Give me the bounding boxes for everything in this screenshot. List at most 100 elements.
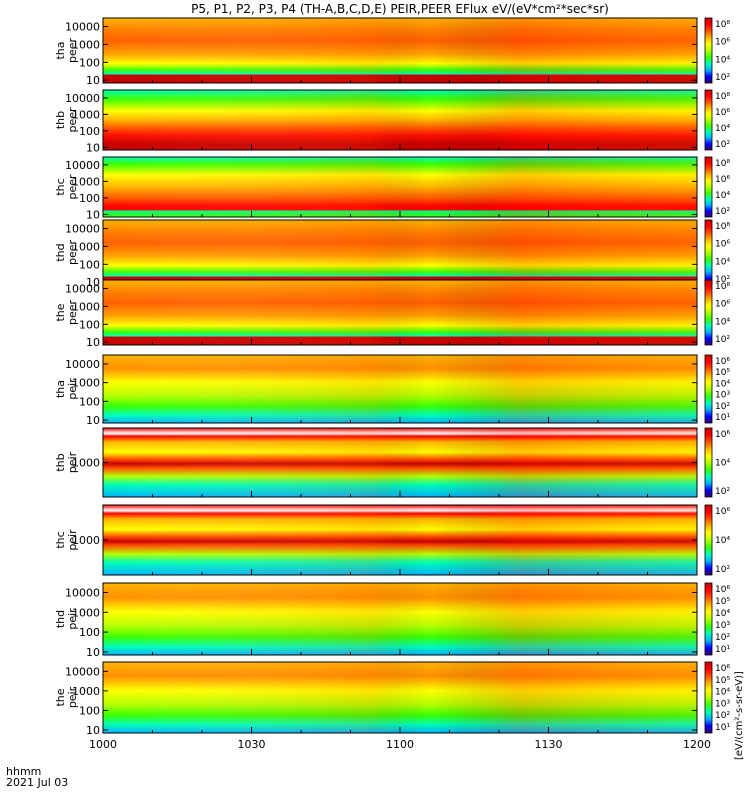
y-tick-label-tha-peir: 100 bbox=[79, 395, 100, 408]
colorbar-tick-label-thc-peer: 10⁶ bbox=[715, 175, 730, 185]
x-tick-label: 1000 bbox=[89, 738, 117, 751]
colorbar-tick-label-the-peer: 10⁸ bbox=[715, 282, 730, 292]
x-footer-hhmm: hhmm bbox=[6, 765, 41, 778]
colorbar-the-peir bbox=[704, 661, 713, 734]
colorbar-tick-label-tha-peir: 10⁴ bbox=[715, 379, 730, 389]
y-axis-label-line: tha bbox=[54, 41, 67, 59]
colorbar-tick-label-tha-peir: 10⁶ bbox=[715, 357, 730, 367]
colorbar-thb-peer bbox=[704, 89, 713, 151]
colorbar-tick-label-the-peir: 10⁶ bbox=[715, 664, 730, 674]
colorbar-tick-label-thc-peer: 10⁸ bbox=[715, 159, 730, 169]
colorbar-tick-label-thd-peer: 10⁶ bbox=[715, 240, 730, 250]
y-axis-label-thc-peir: thcpeir bbox=[54, 529, 79, 551]
y-axis-label-line: peer bbox=[66, 240, 79, 266]
y-tick-label-the-peer: 100 bbox=[79, 318, 100, 331]
colorbar-tick-label-thc-peer: 10⁴ bbox=[715, 191, 730, 201]
y-tick-label-thd-peer: 1000 bbox=[72, 240, 100, 253]
colorbar-tick-label-thc-peir: 10⁴ bbox=[715, 536, 730, 546]
spectrogram-texture-thd-peir bbox=[103, 583, 697, 655]
colorbar-tick-label-thd-peir: 10⁵ bbox=[715, 597, 730, 607]
spectrogram-texture-thc-peer bbox=[103, 157, 697, 217]
y-axis-label-thb-peir: thbpeir bbox=[54, 451, 79, 473]
colorbar-tha-peir bbox=[704, 354, 713, 424]
spectrogram-texture-the-peer bbox=[103, 280, 697, 345]
y-axis-label-tha-peer: thapeer bbox=[54, 38, 79, 64]
y-tick-label-the-peer: 1000 bbox=[72, 300, 100, 313]
y-tick-label-tha-peer: 1000 bbox=[72, 38, 100, 51]
y-tick-label-tha-peer: 100 bbox=[79, 56, 100, 69]
spectrogram-texture-thc-peir bbox=[103, 505, 697, 575]
colorbar-thb-peir bbox=[704, 427, 713, 498]
y-axis-label-line: peer bbox=[66, 107, 79, 133]
y-tick-label-the-peir: 10000 bbox=[65, 665, 100, 678]
y-tick-label-the-peir: 10 bbox=[86, 724, 100, 737]
y-axis-label-line: thc bbox=[54, 178, 67, 195]
x-tick-label: 1100 bbox=[386, 738, 414, 751]
colorbar-tick-label-the-peer: 10² bbox=[715, 335, 730, 345]
spectrogram-texture-tha-peer bbox=[103, 18, 697, 83]
y-axis-label-line: thd bbox=[54, 610, 67, 628]
y-axis-label-line: peer bbox=[66, 300, 79, 326]
spectrogram-texture-thb-peer bbox=[103, 90, 697, 150]
y-tick-label-tha-peer: 10 bbox=[86, 74, 100, 87]
y-tick-label-thc-peir: 1000 bbox=[72, 534, 100, 547]
x-tick-label: 1200 bbox=[683, 738, 711, 751]
colorbar-tick-label-thb-peer: 10² bbox=[715, 140, 730, 150]
colorbar-tick-label-the-peir: 10⁵ bbox=[715, 676, 730, 686]
y-tick-label-the-peer: 10000 bbox=[65, 283, 100, 296]
colorbar-tick-label-thc-peir: 10⁶ bbox=[715, 507, 730, 517]
y-axis-label-line: peer bbox=[66, 174, 79, 200]
y-axis-label-line: peir bbox=[66, 608, 79, 630]
colorbar-tick-label-tha-peer: 10⁸ bbox=[715, 20, 730, 30]
panels-group: thapeer1000010001001010⁸10⁶10⁴10²thbpeer… bbox=[54, 17, 730, 751]
colorbar-tick-label-the-peir: 10⁴ bbox=[715, 688, 730, 698]
y-tick-label-thd-peir: 100 bbox=[79, 626, 100, 639]
y-axis-label-thb-peer: thbpeer bbox=[54, 107, 79, 133]
y-axis-label-line: peer bbox=[66, 38, 79, 64]
x-footer-date: 2021 Jul 03 bbox=[6, 776, 68, 789]
panel-thd-peer: thdpeer 10000 1000 100 10 10⁸ 10⁶ 10⁴ 10² bbox=[54, 219, 730, 289]
y-axis-label-the-peer: thepeer bbox=[54, 300, 79, 326]
colorbar-tick-label-tha-peer: 10⁶ bbox=[715, 38, 730, 48]
y-tick-label-the-peir: 100 bbox=[79, 704, 100, 717]
colorbar-tick-label-thc-peer: 10² bbox=[715, 207, 730, 217]
colorbar-tick-label-thd-peir: 10¹ bbox=[715, 645, 730, 655]
y-axis-label-thd-peer: thdpeer bbox=[54, 240, 79, 266]
y-tick-label-thc-peer: 10 bbox=[86, 208, 100, 221]
y-axis-label-line: peir bbox=[66, 686, 79, 708]
colorbar-tick-label-thd-peir: 10³ bbox=[715, 621, 730, 631]
y-axis-label-line: the bbox=[54, 303, 67, 321]
colorbar-thc-peer bbox=[704, 156, 713, 218]
colorbar-thc-peir bbox=[704, 504, 713, 576]
y-tick-label-the-peir: 1000 bbox=[72, 685, 100, 698]
y-axis-label-line: the bbox=[54, 688, 67, 706]
colorbar-tick-label-thc-peir: 10² bbox=[715, 565, 730, 575]
spectrogram-texture-the-peir bbox=[103, 662, 697, 733]
x-tick-label: 1130 bbox=[535, 738, 563, 751]
y-tick-label-thd-peir: 10000 bbox=[65, 586, 100, 599]
y-tick-label-thb-peer: 100 bbox=[79, 125, 100, 138]
y-tick-label-thb-peir: 1000 bbox=[72, 457, 100, 470]
x-tick-label: 1030 bbox=[238, 738, 266, 751]
y-axis-label-line: peir bbox=[66, 529, 79, 551]
y-axis-label-line: tha bbox=[54, 380, 67, 398]
colorbar-the-peer bbox=[704, 279, 713, 346]
y-tick-label-thd-peir: 10 bbox=[86, 646, 100, 659]
colorbar-tick-label-tha-peer: 10⁴ bbox=[715, 55, 730, 65]
colorbar-tick-label-thd-peir: 10⁴ bbox=[715, 609, 730, 619]
y-tick-label-tha-peir: 10 bbox=[86, 414, 100, 427]
y-tick-label-thb-peer: 10000 bbox=[65, 92, 100, 105]
colorbar-tick-label-thb-peir: 10⁴ bbox=[715, 459, 730, 469]
y-axis-label-thd-peir: thdpeir bbox=[54, 608, 79, 630]
colorbar-tha-peer bbox=[704, 17, 713, 84]
colorbar-tick-label-thb-peer: 10⁴ bbox=[715, 124, 730, 134]
panel-tha-peer: thapeer 10000 1000 100 10 10⁸ 10⁶ 10⁴ 10² bbox=[54, 17, 730, 87]
y-axis-label-line: peir bbox=[66, 451, 79, 473]
colorbar-tick-label-thd-peir: 10⁶ bbox=[715, 585, 730, 595]
colorbar-tick-label-thb-peir: 10⁶ bbox=[715, 430, 730, 440]
